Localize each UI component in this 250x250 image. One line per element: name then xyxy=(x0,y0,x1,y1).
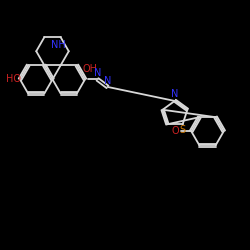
Text: S: S xyxy=(180,125,186,135)
Text: N: N xyxy=(94,68,101,78)
Text: O: O xyxy=(171,126,179,136)
Text: NH: NH xyxy=(52,40,66,50)
Text: N: N xyxy=(104,76,111,86)
Text: HO: HO xyxy=(6,74,21,85)
Text: N: N xyxy=(171,90,179,100)
Text: OH: OH xyxy=(82,64,98,74)
